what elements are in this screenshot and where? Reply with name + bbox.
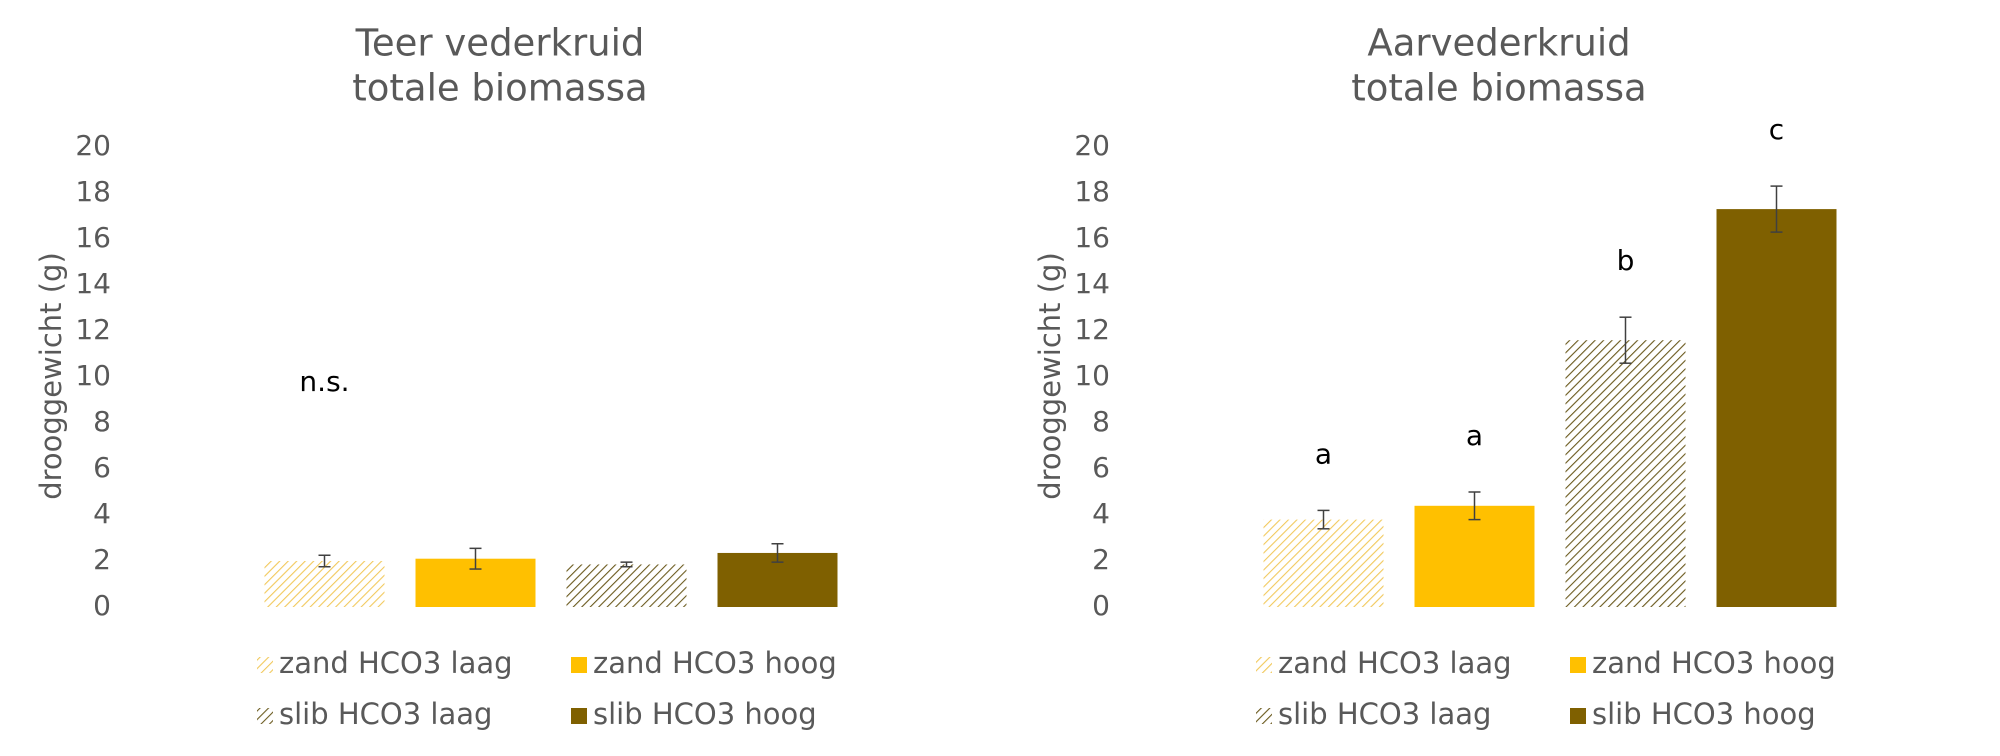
bar-label: a [1315,437,1332,470]
bar-label: a [1466,419,1483,452]
y-tick-label: 0 [93,589,111,622]
legend-swatch [1256,708,1272,724]
error-bar [771,543,784,563]
y-tick-label: 12 [1074,313,1110,346]
bar-label: c [1769,113,1784,146]
chart-title: totale biomassa [352,67,647,110]
bar [1414,505,1535,607]
y-axis-label: drooggewicht (g) [34,252,68,500]
bar-label: b [1617,244,1635,277]
y-tick-label: 18 [75,175,111,208]
y-tick-label: 0 [1092,589,1110,622]
bar [1263,519,1384,607]
legend-swatch [571,657,587,673]
bar [1565,340,1686,607]
error-bar [1770,185,1783,233]
y-tick-label: 4 [1092,497,1110,530]
y-tick-label: 20 [1074,129,1110,162]
y-tick-label: 10 [1074,359,1110,392]
error-bar [318,554,331,568]
chart-title: Aarvederkruid [1367,22,1630,65]
legend-label: zand HCO3 laag [1278,646,1512,680]
error-bar [1619,316,1632,364]
error-bar [469,547,482,570]
legend-label: zand HCO3 hoog [593,646,837,680]
annotation: n.s. [299,365,349,398]
legend-swatch [1570,657,1586,673]
y-tick-label: 14 [75,267,111,300]
y-tick-label: 14 [1074,267,1110,300]
legend-label: zand HCO3 laag [279,646,513,680]
legend-label: slib HCO3 hoog [1592,697,1816,731]
legend-label: zand HCO3 hoog [1592,646,1836,680]
y-tick-label: 4 [93,497,111,530]
y-tick-label: 18 [1074,175,1110,208]
y-tick-label: 12 [75,313,111,346]
legend-swatch [571,708,587,724]
legend-swatch [1570,708,1586,724]
legend-swatch [257,708,273,724]
legend-swatch [1256,657,1272,673]
error-bar [1317,509,1330,530]
chart-title: totale biomassa [1351,67,1646,110]
legend-label: slib HCO3 laag [279,697,492,731]
error-bar [1468,491,1481,521]
bar [1716,209,1837,607]
y-tick-label: 16 [75,221,111,254]
y-tick-label: 2 [1092,543,1110,576]
y-axis-label: drooggewicht (g) [1033,252,1067,500]
y-tick-label: 2 [93,543,111,576]
legend-label: slib HCO3 hoog [593,697,817,731]
y-tick-label: 8 [1092,405,1110,438]
y-tick-label: 6 [1092,451,1110,484]
y-tick-label: 20 [75,129,111,162]
y-tick-label: 6 [93,451,111,484]
bar [264,561,385,607]
y-tick-label: 16 [1074,221,1110,254]
legend-swatch [257,657,273,673]
y-tick-label: 8 [93,405,111,438]
bar [566,564,687,607]
chart-title: Teer vederkruid [355,22,645,65]
legend-label: slib HCO3 laag [1278,697,1491,731]
y-tick-label: 10 [75,359,111,392]
error-bar [620,561,633,568]
